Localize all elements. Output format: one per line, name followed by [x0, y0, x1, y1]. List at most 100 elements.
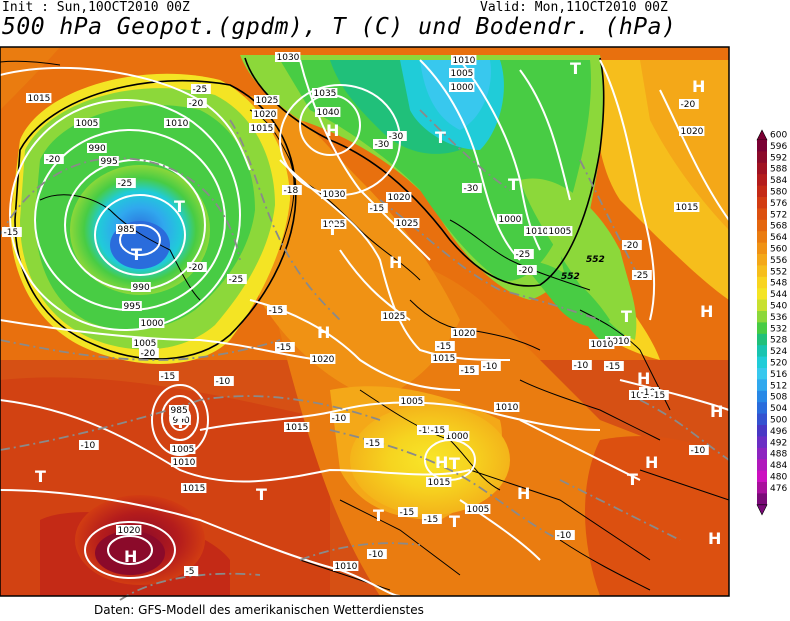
- svg-text:-15: -15: [431, 426, 446, 436]
- isobar-label: 990: [131, 282, 151, 293]
- legend-label: 572: [770, 210, 787, 220]
- svg-text:1015: 1015: [433, 354, 456, 364]
- svg-text:-20: -20: [46, 155, 61, 165]
- legend-label: 528: [770, 336, 787, 346]
- svg-text:1010: 1010: [591, 340, 614, 350]
- svg-text:990: 990: [173, 416, 190, 426]
- legend-label: 560: [770, 245, 787, 255]
- legend-swatch: [757, 288, 767, 300]
- temperature-label: -15: [159, 371, 179, 382]
- svg-text:-15: -15: [651, 391, 666, 401]
- temperature-label: -10: [79, 440, 99, 451]
- isobar-label: 990: [171, 415, 191, 426]
- svg-text:1020: 1020: [312, 355, 335, 365]
- low-pressure-center: T: [449, 454, 460, 473]
- temperature-label: -30: [387, 131, 407, 142]
- isobar-label: 1035: [312, 88, 338, 99]
- legend-label: 544: [770, 290, 787, 300]
- temperature-label: -15: [435, 341, 455, 352]
- svg-text:1025: 1025: [323, 220, 346, 230]
- geopotential-552-line: [14, 79, 297, 360]
- svg-text:-15: -15: [161, 372, 176, 382]
- isobar-label: 1025: [394, 218, 420, 229]
- legend-label: 512: [770, 381, 787, 391]
- legend-label: 516: [770, 370, 787, 380]
- legend-swatch: [757, 242, 767, 255]
- high-pressure-center: H: [124, 547, 137, 566]
- isobar-label: 1010: [494, 402, 520, 413]
- isobar-label: 1020: [310, 354, 336, 365]
- svg-text:1025: 1025: [396, 219, 419, 229]
- temperature-label: -15: [422, 514, 442, 525]
- temperature-label: -15: [2, 227, 22, 238]
- temperature-label: -30: [462, 183, 482, 194]
- temperature-label: -15: [275, 342, 295, 353]
- svg-text:-15: -15: [277, 343, 292, 353]
- high-pressure-center: H: [435, 453, 448, 472]
- isobar-label: 1010: [589, 339, 615, 350]
- svg-text:-15: -15: [606, 362, 621, 372]
- low-pressure-center: T: [327, 220, 338, 239]
- high-pressure-center: H: [708, 529, 721, 548]
- legend-label: 548: [770, 279, 787, 289]
- svg-text:-30: -30: [389, 132, 404, 142]
- temperature-label: -10: [555, 530, 575, 541]
- legend-label: 588: [770, 165, 787, 175]
- temperature-label: -5: [184, 566, 199, 577]
- legend-label: 500: [770, 416, 787, 426]
- isobar-label: 1000: [449, 82, 475, 93]
- isobar-label: 1015: [426, 477, 452, 488]
- legend-swatch: [757, 265, 767, 278]
- isobar-label: 1020: [386, 192, 412, 203]
- svg-text:985: 985: [171, 406, 188, 416]
- isobar-label: 1010: [605, 336, 631, 347]
- svg-text:1005: 1005: [172, 445, 195, 455]
- legend-swatch: [757, 162, 767, 175]
- svg-text:-20: -20: [519, 266, 534, 276]
- temperature-label: -15: [459, 365, 479, 376]
- temperature-label: -10: [481, 361, 501, 372]
- svg-text:-15: -15: [269, 306, 284, 316]
- legend-swatch: [757, 413, 767, 426]
- svg-text:-25: -25: [118, 179, 133, 189]
- isobar-label: 1015: [674, 202, 700, 213]
- svg-text:-10: -10: [332, 414, 347, 424]
- isobar-label: 1005: [547, 226, 573, 237]
- legend-swatch: [757, 322, 767, 335]
- svg-text:1010: 1010: [335, 562, 358, 572]
- svg-text:1000: 1000: [451, 83, 474, 93]
- low-pressure-center: T: [175, 413, 186, 432]
- temperature-label: -30: [373, 139, 393, 150]
- temperature-label: -10: [572, 360, 592, 371]
- temperature-label: -25: [514, 249, 534, 260]
- legend-swatch: [757, 185, 767, 198]
- legend-swatch: [757, 493, 767, 506]
- legend-swatch: [757, 459, 767, 471]
- temperature-label: -15: [267, 305, 287, 316]
- temperature-label: -20: [187, 98, 207, 109]
- isobar-label: 1020: [451, 328, 477, 339]
- temperature-label: -10: [214, 376, 234, 387]
- isobar-label: 1015: [26, 93, 52, 104]
- svg-text:1010: 1010: [496, 403, 519, 413]
- isobar-label: 1000: [444, 431, 470, 442]
- legend-swatch: [757, 208, 767, 221]
- temperature-label: -15: [398, 507, 418, 518]
- isobar-label: 1015: [249, 123, 275, 134]
- svg-text:985: 985: [118, 225, 135, 235]
- svg-text:-15: -15: [400, 508, 415, 518]
- svg-text:1005: 1005: [549, 227, 572, 237]
- legend-swatch: [757, 219, 767, 232]
- svg-text:-15: -15: [437, 342, 452, 352]
- svg-text:1025: 1025: [256, 96, 279, 106]
- legend-swatch: [757, 482, 767, 494]
- isobar-label: 1015: [181, 483, 207, 494]
- high-pressure-center: H: [317, 323, 330, 342]
- high-pressure-center: H: [637, 369, 650, 388]
- temperature-label: -10: [639, 387, 659, 398]
- svg-text:1015: 1015: [251, 124, 274, 134]
- svg-text:1040: 1040: [317, 108, 340, 118]
- legend-swatch: [757, 333, 767, 346]
- legend-label: 524: [770, 347, 787, 357]
